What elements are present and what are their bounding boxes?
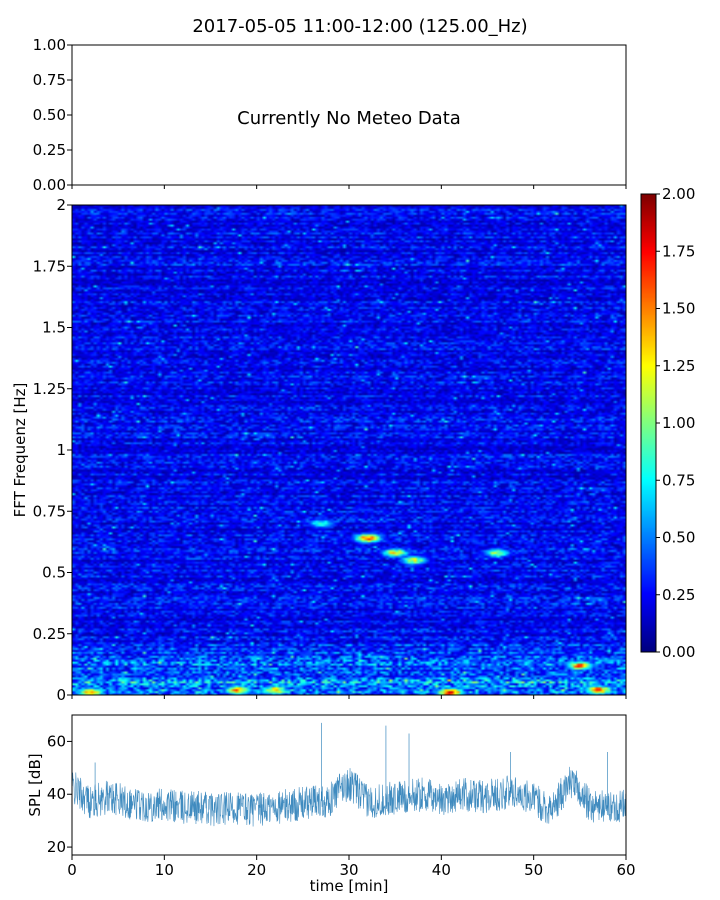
colorbar: 0.00 0.25 0.50 0.75 1.00 1.25 1.50 1.75 2.00 [640, 185, 695, 661]
colorbar-tick-label: 1.25 [662, 357, 695, 375]
spl-x-tick-label: 60 [616, 861, 635, 879]
colorbar-tick-label: 0.50 [662, 529, 695, 547]
spl-y-label: SPL [dB] [26, 753, 44, 816]
colorbar-tick-label: 1.75 [662, 242, 695, 260]
meteo-message: Currently No Meteo Data [237, 108, 461, 129]
colorbar-tick-label: 2.00 [662, 185, 695, 203]
colorbar-tick-label: 1.50 [662, 300, 695, 318]
meteo-y-tick-label: 0.00 [33, 176, 66, 194]
spectrogram-image [72, 205, 626, 695]
colorbar-gradient [641, 194, 656, 652]
meteo-y-tick-label: 0.75 [33, 71, 66, 89]
spectrogram-y-tick-label: 0.25 [33, 625, 66, 643]
spectrogram-y-tick-label: 2 [56, 196, 66, 214]
figure-title: 2017-05-05 11:00-12:00 (125.00_Hz) [192, 16, 527, 37]
colorbar-ticks: 0.00 0.25 0.50 0.75 1.00 1.25 1.50 1.75 2.00 [656, 185, 695, 661]
spectrogram-y-axis: 0 0.25 0.5 0.75 1 1.25 1.5 1.75 2 [33, 196, 72, 704]
spl-x-label: time [min] [310, 877, 389, 895]
spl-x-tick-label: 30 [339, 861, 358, 879]
spl-x-tick-label: 10 [155, 861, 174, 879]
spl-x-axis: 0 10 20 30 40 50 60 [67, 855, 636, 879]
meteo-x-ticks [71, 185, 627, 189]
spl-x-tick-label: 0 [67, 861, 77, 879]
meteo-panel: Currently No Meteo Data 0.00 0.25 0.50 0.75… [33, 36, 627, 194]
spl-x-tick-label: 40 [432, 861, 451, 879]
meteo-y-tick-label: 0.50 [33, 106, 66, 124]
spl-x-tick-label: 20 [247, 861, 266, 879]
spectrogram-y-label: FFT Frequenz [Hz] [11, 383, 29, 518]
meteo-axes-frame [71, 44, 627, 186]
colorbar-tick-label: 0.75 [662, 471, 695, 489]
spectrogram-x-ticks [71, 695, 627, 699]
meteo-y-axis: 0.00 0.25 0.50 0.75 1.00 [33, 36, 72, 194]
spl-y-tick-label: 20 [47, 838, 66, 856]
spectrogram-y-tick-label: 1 [56, 441, 66, 459]
colorbar-tick-label: 0.25 [662, 586, 695, 604]
colorbar-tick-label: 0.00 [662, 643, 695, 661]
spl-y-tick-label: 60 [47, 732, 66, 750]
spectrogram-panel: 0 0.25 0.5 0.75 1 1.25 1.5 1.75 2 FFT Frequenz [… [11, 196, 627, 704]
meteo-y-tick-label: 0.25 [33, 141, 66, 159]
spectrogram-y-tick-label: 1.25 [33, 380, 66, 398]
spectrogram-y-tick-label: 0 [56, 686, 66, 704]
spl-y-tick-label: 40 [47, 785, 66, 803]
spl-x-tick-label: 50 [524, 861, 543, 879]
spectrogram-y-tick-label: 1.5 [42, 319, 66, 337]
colorbar-tick-label: 1.00 [662, 414, 695, 432]
spl-series-line [71, 766, 627, 827]
spl-panel: 20 40 60 0 10 20 30 40 50 60 SPL [dB] time [min] [26, 714, 636, 895]
spl-trace [71, 722, 627, 827]
spl-y-axis: 20 40 60 [47, 732, 72, 856]
meteo-y-tick-label: 1.00 [33, 36, 66, 54]
spectrogram-y-tick-label: 0.75 [33, 502, 66, 520]
spectrogram-y-tick-label: 0.5 [42, 564, 66, 582]
spectrogram-y-tick-label: 1.75 [33, 257, 66, 275]
